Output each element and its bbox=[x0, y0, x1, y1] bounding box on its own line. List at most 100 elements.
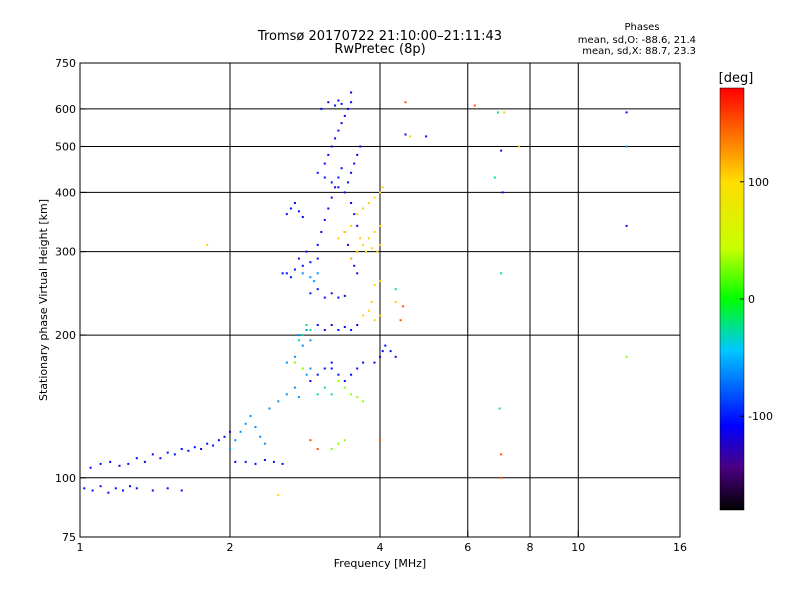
data-point bbox=[340, 167, 343, 170]
data-point bbox=[379, 243, 381, 246]
y-tick-label: 300 bbox=[55, 246, 76, 259]
data-point bbox=[309, 276, 312, 279]
data-point bbox=[297, 396, 300, 399]
data-point bbox=[193, 446, 196, 449]
data-point bbox=[323, 386, 326, 389]
data-point bbox=[327, 207, 330, 210]
data-point bbox=[320, 231, 323, 233]
data-point bbox=[91, 489, 94, 492]
data-point bbox=[327, 101, 330, 104]
y-tick-label: 75 bbox=[62, 531, 76, 544]
data-point bbox=[330, 292, 333, 295]
data-point bbox=[313, 280, 316, 283]
y-axis: 75 100 200 300 400 500 600 750 bbox=[55, 57, 86, 544]
data-point bbox=[309, 439, 312, 442]
data-point bbox=[381, 186, 384, 189]
data-point bbox=[297, 339, 300, 342]
data-point bbox=[425, 135, 428, 138]
data-point bbox=[365, 250, 367, 253]
y-tick-label: 600 bbox=[55, 103, 76, 116]
data-point bbox=[330, 324, 333, 326]
y-tick-label: 100 bbox=[55, 472, 76, 485]
data-point bbox=[316, 393, 319, 396]
data-point bbox=[337, 99, 340, 102]
data-point bbox=[281, 272, 284, 275]
data-point bbox=[289, 276, 292, 279]
data-point bbox=[625, 224, 628, 227]
data-point bbox=[323, 367, 326, 370]
data-point bbox=[337, 329, 340, 331]
data-point bbox=[337, 186, 340, 189]
data-point bbox=[350, 101, 353, 104]
data-point bbox=[384, 344, 387, 347]
data-point bbox=[394, 300, 397, 303]
colorbar-tick-label: -100 bbox=[748, 410, 773, 423]
data-point bbox=[340, 102, 343, 105]
data-point bbox=[249, 415, 252, 417]
data-point bbox=[493, 176, 496, 179]
data-point bbox=[330, 367, 333, 370]
data-points bbox=[83, 91, 628, 496]
data-point bbox=[330, 145, 333, 148]
data-point bbox=[343, 386, 346, 389]
data-point bbox=[316, 257, 319, 260]
data-point bbox=[289, 207, 292, 210]
data-point bbox=[293, 202, 296, 204]
data-point bbox=[367, 309, 370, 312]
data-point bbox=[350, 224, 353, 227]
data-point bbox=[180, 448, 183, 450]
data-point bbox=[362, 400, 365, 403]
data-point bbox=[367, 202, 370, 204]
data-point bbox=[337, 380, 340, 382]
data-point bbox=[223, 435, 226, 438]
data-point bbox=[356, 213, 359, 216]
data-point bbox=[323, 296, 326, 299]
data-point bbox=[370, 247, 373, 250]
data-point bbox=[285, 361, 288, 364]
data-point bbox=[402, 305, 405, 308]
data-point bbox=[323, 218, 326, 221]
data-point bbox=[343, 191, 346, 194]
colorbar-label: [deg] bbox=[719, 71, 754, 86]
data-point bbox=[159, 457, 162, 460]
data-point bbox=[305, 324, 308, 326]
data-point bbox=[309, 380, 312, 382]
phase-title: Phases bbox=[624, 22, 659, 33]
data-point bbox=[309, 329, 312, 331]
data-point bbox=[259, 435, 262, 438]
data-point bbox=[301, 264, 304, 267]
data-point bbox=[353, 264, 356, 267]
data-point bbox=[316, 324, 319, 326]
data-point bbox=[356, 396, 359, 399]
data-point bbox=[301, 216, 304, 218]
data-point bbox=[297, 210, 300, 213]
data-point bbox=[404, 101, 407, 104]
data-point bbox=[316, 373, 319, 376]
data-point bbox=[293, 268, 296, 271]
data-point bbox=[330, 361, 333, 364]
data-point bbox=[399, 319, 402, 322]
y-tick-label: 200 bbox=[55, 329, 76, 342]
data-point bbox=[309, 292, 312, 295]
chart-title: Tromsø 20170722 21:10:00–21:11:43 bbox=[257, 29, 502, 44]
data-point bbox=[347, 243, 349, 246]
data-point bbox=[99, 462, 102, 465]
data-point bbox=[217, 439, 220, 442]
data-point bbox=[343, 294, 346, 297]
colorbar-tick-label: 100 bbox=[748, 176, 769, 189]
data-point bbox=[309, 367, 312, 370]
data-point bbox=[409, 135, 412, 138]
data-point bbox=[301, 344, 304, 347]
data-point bbox=[109, 460, 112, 463]
data-point bbox=[301, 272, 304, 275]
data-point bbox=[263, 442, 266, 445]
data-point bbox=[350, 257, 353, 260]
data-point bbox=[373, 319, 376, 322]
x-tick-label: 8 bbox=[527, 541, 534, 554]
data-point bbox=[323, 176, 326, 179]
data-point bbox=[309, 261, 312, 264]
data-point bbox=[350, 171, 353, 174]
chart-subtitle: RwPretec (8p) bbox=[334, 42, 425, 57]
data-point bbox=[625, 145, 628, 148]
data-point bbox=[277, 493, 280, 496]
